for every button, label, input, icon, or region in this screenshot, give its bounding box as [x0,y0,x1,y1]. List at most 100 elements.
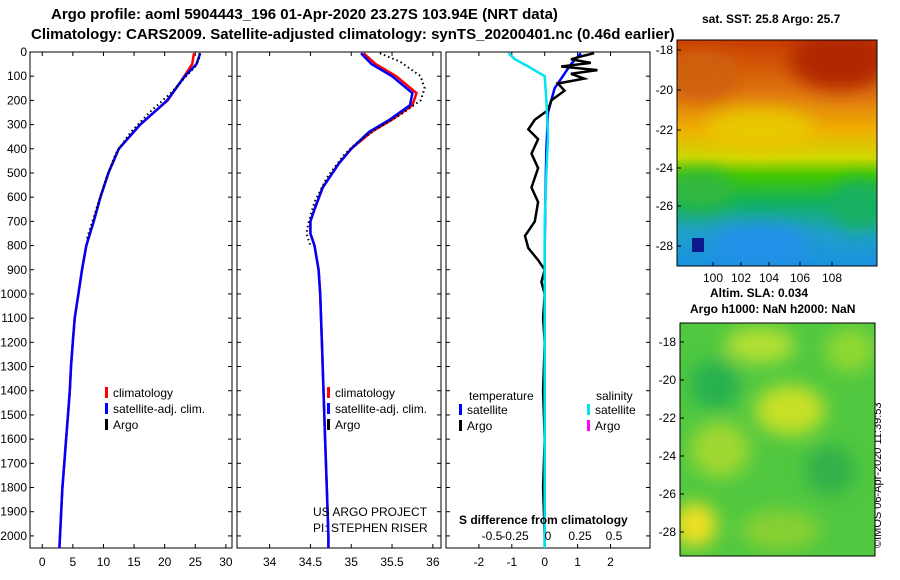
depth-tick-label: 2000 [0,529,27,543]
salinity-diff-tick-label: -0.5 [482,529,503,543]
salinity-legend-swatch [327,403,330,414]
depth-tick-label: 1400 [0,384,27,398]
sst-lat-tick-label: -20 [656,83,674,97]
salinity-diff-tick-label: -0.25 [501,529,529,543]
depth-tick-label: 100 [7,69,27,83]
diff-legend-label: satellite [467,403,508,417]
diff-legend-swatch [459,420,462,431]
figure-title-line2: Climatology: CARS2009. Satellite-adjuste… [31,26,675,43]
salinity-legend-swatch [327,419,330,430]
depth-tick-label: 1700 [0,456,27,470]
depth-tick-label: 1800 [0,481,27,495]
sst-map [676,39,878,267]
depth-tick-label: 600 [7,190,27,204]
sst-lon-tick-label: 100 [703,271,723,285]
difference-xtick-label: 1 [574,555,581,569]
difference-xtick-label: 2 [607,555,614,569]
sla-lat-tick-label: -22 [659,411,677,425]
depth-tick-label: 500 [7,166,27,180]
salinity-legend-label: Argo [335,418,361,432]
sst-map-frame [676,39,878,267]
sla-lat-tick-label: -20 [659,373,677,387]
temperature-xtick-label: 0 [39,555,46,569]
sst-lon-tick-label: 104 [759,271,779,285]
depth-tick-label: 1900 [0,505,27,519]
temperature-xtick-label: 15 [127,555,141,569]
sst-map-title: sat. SST: 25.8 Argo: 25.7 [702,12,841,26]
temperature-legend-label: Argo [113,418,139,432]
temperature-xtick-label: 5 [70,555,77,569]
temperature-legend-label: climatology [113,386,173,400]
diff-legend-swatch [587,420,590,431]
difference-series-t-argo [523,51,598,548]
sla-map-title-line1: Altim. SLA: 0.034 [710,286,809,300]
salinity-xtick-label: 35 [345,555,359,569]
salinity-legend-swatch [327,387,330,398]
diff-x-axis-label: S difference from climatology [459,513,628,527]
difference-series-s-satellite [507,52,550,548]
temperature-series-climatology [58,52,196,549]
salinity-xtick-label: 35.5 [380,555,404,569]
sst-lat-tick-label: -28 [656,239,674,253]
diff-legend-title-salinity: salinity [596,389,633,403]
diff-legend-label: Argo [595,419,621,433]
figure-title-line1: Argo profile: aoml 5904443_196 01-Apr-20… [51,6,558,23]
depth-tick-label: 300 [7,118,27,132]
salinity-diff-tick-label: 0 [545,529,552,543]
diff-legend-swatch [587,404,590,415]
sst-lon-tick-label: 102 [731,271,751,285]
salinity-series-satellite-adj-clim- [309,52,414,548]
salinity-diff-tick-label: 0.25 [568,529,592,543]
sla-lat-tick-label: -18 [659,335,677,349]
sla-lat-tick-label: -28 [659,525,677,539]
difference-xtick-label: 0 [541,555,548,569]
temperature-xtick-label: 10 [97,555,111,569]
diff-legend-label: satellite [595,403,636,417]
depth-tick-label: 200 [7,93,27,107]
salinity-legend-label: satellite-adj. clim. [335,402,427,416]
temperature-xtick-label: 30 [219,555,233,569]
diff-legend-swatch [459,404,462,415]
depth-tick-label: 1500 [0,408,27,422]
sst-lat-tick-label: -22 [656,123,674,137]
sst-lat-tick-label: -26 [656,199,674,213]
temperature-legend-swatch [105,403,108,414]
pi-name-note: PI: STEPHEN RISER [313,521,428,535]
salinity-xtick-label: 36 [426,555,440,569]
sst-lat-tick-label: -24 [656,161,674,175]
sla-lat-tick-label: -24 [659,449,677,463]
sst-lon-tick-label: 108 [822,271,842,285]
diff-legend-label: Argo [467,419,493,433]
depth-tick-label: 0 [20,45,27,59]
temperature-xtick-label: 20 [158,555,172,569]
depth-tick-label: 1100 [1,311,27,325]
sla-map-title-line2: Argo h1000: NaN h2000: NaN [690,302,856,316]
sla-lat-tick-label: -26 [659,487,677,501]
panel-temperature [29,51,233,549]
temperature-legend-label: satellite-adj. clim. [113,402,205,416]
salinity-diff-tick-label: 0.5 [606,529,623,543]
depth-tick-label: 1000 [0,287,27,301]
depth-tick-label: 1600 [0,432,27,446]
sst-lon-tick-label: 106 [790,271,810,285]
sla-map-patches [680,327,875,550]
difference-xtick-label: -1 [506,555,517,569]
temperature-legend-swatch [105,387,108,398]
temperature-xtick-label: 25 [189,555,203,569]
salinity-xtick-label: 34 [263,555,277,569]
sst-lat-tick-label: -18 [656,43,674,57]
temperature-legend-swatch [105,419,108,430]
us-argo-project-note: US ARGO PROJECT [313,505,428,519]
salinity-plot-frame [236,51,442,549]
salinity-legend-label: climatology [335,386,395,400]
sla-map [679,322,876,557]
temperature-plot-frame [29,51,233,549]
depth-tick-label: 800 [7,239,27,253]
depth-tick-label: 400 [7,142,27,156]
depth-tick-label: 900 [7,263,27,277]
depth-tick-label: 1300 [0,360,27,374]
difference-series-t-satellite [543,52,582,548]
difference-plot-frame [445,51,651,549]
sst-map-patches [677,40,877,266]
